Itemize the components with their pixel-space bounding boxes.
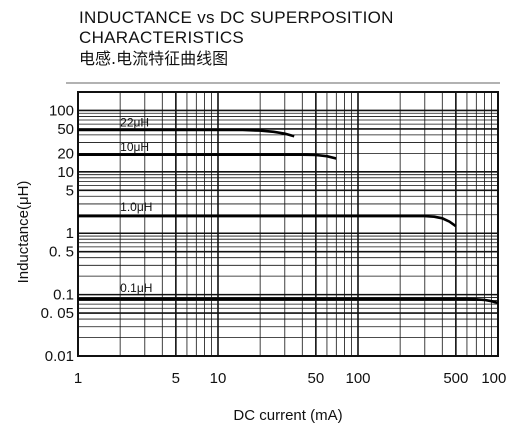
x-tick-label-2: 10	[210, 370, 227, 387]
series-line-3	[78, 297, 499, 305]
y-tick-label-3: 10	[57, 164, 74, 181]
y-tick-label-0: 100	[49, 102, 74, 119]
series-line-0	[78, 128, 295, 138]
y-tick-label-9: 0.01	[45, 348, 74, 365]
chart-title-line2: CHARACTERISTICS	[79, 28, 245, 47]
chart-title-chinese: 电感.电流特征曲线图	[79, 49, 229, 68]
y-axis-label: Inductance(μH)	[15, 181, 32, 284]
series-label-2: 1.0μH	[120, 200, 152, 214]
y-tick-label-5: 1	[66, 225, 74, 242]
x-axis-label: DC current (mA)	[233, 407, 342, 424]
plot-frame	[77, 91, 499, 357]
y-tick-label-4: 5	[66, 182, 74, 199]
y-tick-label-8: 0. 05	[41, 305, 74, 322]
chart-title-block: INDUCTANCE vs DC SUPERPOSITION CHARACTER…	[79, 8, 394, 70]
y-tick-label-1: 50	[57, 121, 74, 138]
tick-labels: 1510501005001000100502010510. 50.10. 050…	[41, 102, 507, 387]
y-tick-label-2: 20	[57, 145, 74, 162]
series-line-1	[78, 153, 337, 160]
x-tick-label-1: 5	[172, 370, 180, 387]
series-label-3: 0.1μH	[120, 281, 152, 295]
series-label-1: 10μH	[120, 140, 149, 154]
series-layer: 22μH 10μH 1.0μH 0.1μH	[78, 115, 499, 305]
series-label-0: 22μH	[120, 115, 149, 129]
chart-title: INDUCTANCE vs DC SUPERPOSITION	[79, 8, 394, 27]
x-tick-label-6: 1000	[481, 370, 507, 387]
x-tick-label-3: 50	[308, 370, 325, 387]
grid	[78, 92, 498, 356]
x-tick-label-0: 1	[74, 370, 82, 387]
x-tick-label-5: 500	[443, 370, 468, 387]
x-tick-label-4: 100	[345, 370, 370, 387]
series-line-2	[78, 214, 457, 228]
y-tick-label-6: 0. 5	[49, 244, 74, 261]
y-tick-label-7: 0.1	[53, 287, 74, 304]
